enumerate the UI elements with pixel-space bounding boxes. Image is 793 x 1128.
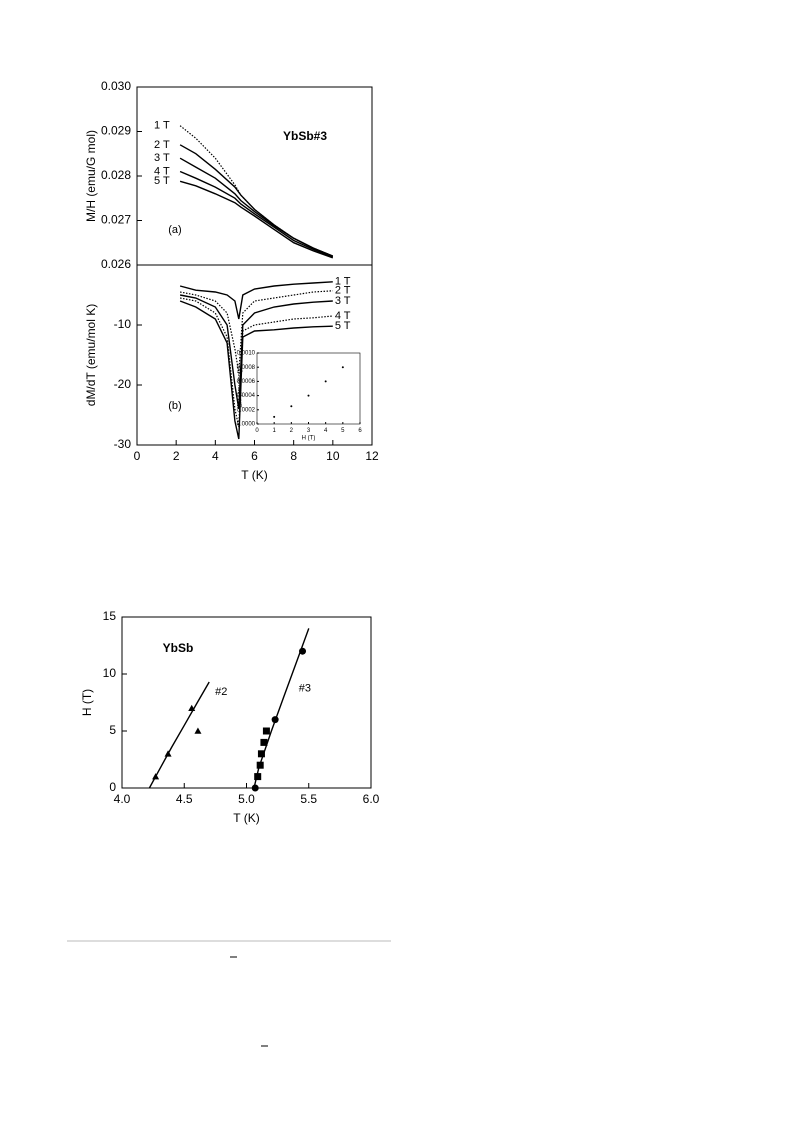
series-label: 1 T xyxy=(154,120,170,132)
x-tick-label: 12 xyxy=(365,449,379,463)
y-tick-label: 0.0002 xyxy=(237,407,256,413)
x-axis-label: T (K) xyxy=(233,811,259,825)
plot-frame xyxy=(136,86,373,266)
y-tick-label: 10 xyxy=(103,666,117,680)
plot-frame xyxy=(121,616,372,789)
point xyxy=(271,716,279,724)
x-tick-label: 0 xyxy=(134,449,141,463)
data-line xyxy=(148,681,210,789)
point xyxy=(262,727,270,735)
data-line xyxy=(179,144,334,257)
y-axis-label: ΔM (emu/mol) xyxy=(238,370,244,408)
point xyxy=(273,415,276,418)
x-tick-label: 5.0 xyxy=(238,792,255,806)
data-line xyxy=(179,281,333,320)
series-label: #2 xyxy=(215,686,227,698)
point xyxy=(256,761,264,769)
point xyxy=(152,773,160,780)
data-line xyxy=(179,125,334,257)
x-tick-label: 8 xyxy=(290,449,297,463)
y-tick-label: 5 xyxy=(109,723,116,737)
panel-label: (a) xyxy=(168,224,181,236)
x-tick-label: 4.0 xyxy=(114,792,131,806)
y-tick-label: 0.026 xyxy=(101,257,131,271)
annotation: YbSb#3 xyxy=(283,129,327,143)
y-tick-label: 0.0010 xyxy=(237,351,256,357)
series-label: 2 T xyxy=(335,285,351,297)
point xyxy=(164,750,172,757)
y-tick-label: -10 xyxy=(114,317,132,331)
x-tick-label: 10 xyxy=(326,449,340,463)
y-axis-label: dM/dT (emu/mol K) xyxy=(84,304,98,406)
x-axis-label: T (K) xyxy=(241,468,267,482)
y-tick-label: 0.0008 xyxy=(237,365,256,371)
y-tick-label: 0.030 xyxy=(101,79,131,93)
y-tick-label: -30 xyxy=(114,437,132,451)
point xyxy=(324,380,327,383)
data-line xyxy=(179,157,334,257)
series-label: 3 T xyxy=(335,295,351,307)
series-label: 5 T xyxy=(335,320,351,332)
data-line xyxy=(179,170,334,258)
x-tick-label: 4 xyxy=(324,428,328,434)
series-label: 4 T xyxy=(154,165,170,177)
y-tick-label: 15 xyxy=(103,609,117,623)
data-line xyxy=(179,180,334,259)
x-tick-label: 5.5 xyxy=(300,792,317,806)
point xyxy=(341,366,344,369)
y-tick-label: 0.029 xyxy=(101,124,131,138)
panel-label: (b) xyxy=(168,400,181,412)
y-tick-label: 0.0006 xyxy=(237,379,256,385)
x-tick-label: 3 xyxy=(307,428,311,434)
series-label: 2 T xyxy=(154,139,170,151)
annotation: YbSb xyxy=(163,641,194,655)
series-label: 3 T xyxy=(154,152,170,164)
point xyxy=(194,727,202,734)
x-tick-label: 5 xyxy=(341,428,345,434)
y-tick-label: 0.0004 xyxy=(237,393,256,399)
y-tick-label: 0.028 xyxy=(101,168,131,182)
x-tick-label: 6.0 xyxy=(363,792,380,806)
x-tick-label: 2 xyxy=(173,449,180,463)
series-label: 4 T xyxy=(335,310,351,322)
point xyxy=(254,773,262,781)
data-line xyxy=(179,290,333,374)
x-tick-label: 2 xyxy=(290,428,294,434)
point xyxy=(299,647,307,655)
point xyxy=(188,704,196,711)
y-axis-label: M/H (emu/G mol) xyxy=(84,130,98,222)
point xyxy=(251,784,259,792)
series-label: 5 T xyxy=(154,175,170,187)
x-axis-label: H (T) xyxy=(302,436,316,442)
y-axis-label: H (T) xyxy=(80,689,94,716)
series-label: 1 T xyxy=(335,276,351,288)
data-line xyxy=(179,300,333,440)
x-tick-label: 4 xyxy=(212,449,219,463)
plot-frame xyxy=(256,352,361,425)
point xyxy=(307,394,310,397)
y-tick-label: 0 xyxy=(109,780,116,794)
x-tick-label: 6 xyxy=(251,449,258,463)
data-line xyxy=(253,628,310,789)
x-tick-label: 6 xyxy=(358,428,362,434)
y-tick-label: -20 xyxy=(114,377,132,391)
x-tick-label: 4.5 xyxy=(176,792,193,806)
x-tick-label: 1 xyxy=(272,428,276,434)
x-tick-label: 0 xyxy=(255,428,259,434)
series-label: #3 xyxy=(299,682,311,694)
y-tick-label: 0.027 xyxy=(101,213,131,227)
point xyxy=(290,405,293,408)
point xyxy=(260,738,268,746)
y-tick-label: 0.0000 xyxy=(237,422,256,428)
point xyxy=(257,750,265,758)
